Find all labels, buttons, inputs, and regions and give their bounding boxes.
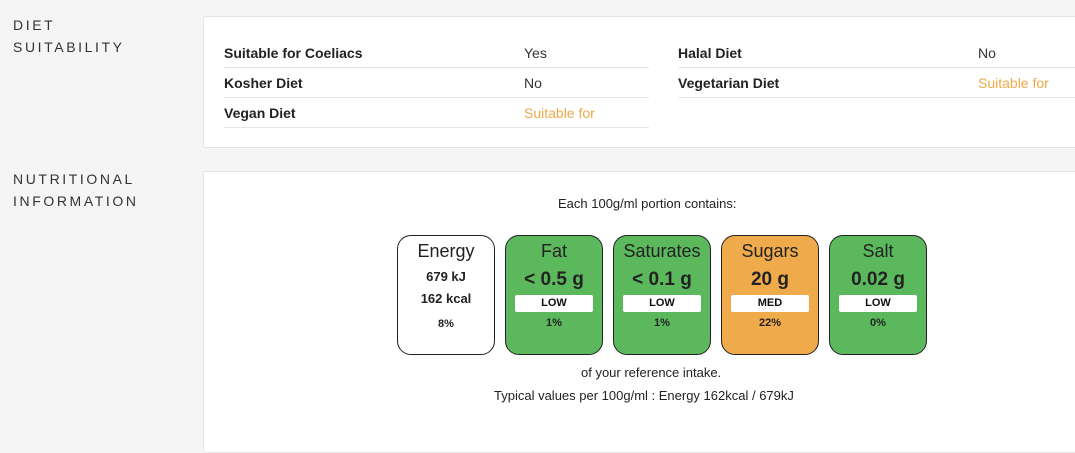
reference-intake-text: of your reference intake. [581, 365, 722, 380]
energy-percent: 8% [438, 318, 454, 330]
diet-label: Vegan Diet [224, 104, 296, 121]
tile-amount: 0.02 g [851, 269, 905, 290]
diet-label: Halal Diet [678, 44, 742, 61]
energy-kj: 679 kJ [426, 269, 466, 284]
diet-section-title-line1: DIET [13, 17, 56, 33]
fat-tile: Fat < 0.5 g LOW 1% [505, 235, 603, 355]
tile-name: Sugars [741, 241, 799, 261]
nutrition-section-title: NUTRITIONAL INFORMATION [13, 168, 139, 212]
diet-row-coeliacs: Suitable for Coeliacs Yes [224, 38, 649, 68]
diet-value: Suitable for [524, 104, 595, 121]
portion-text: Each 100g/ml portion contains: [558, 196, 737, 211]
diet-label: Kosher Diet [224, 74, 303, 91]
diet-value: No [978, 44, 996, 61]
diet-row-vegan: Vegan Diet Suitable for [224, 98, 649, 128]
tile-level-badge: LOW [839, 295, 917, 312]
tile-level-badge: LOW [623, 295, 701, 312]
diet-row-vegetarian: Vegetarian Diet Suitable for [678, 68, 1075, 98]
tile-name: Saturates [623, 241, 701, 261]
salt-tile: Salt 0.02 g LOW 0% [829, 235, 927, 355]
nutrition-tiles: Energy 679 kJ 162 kcal 8% Fat < 0.5 g LO… [397, 235, 937, 355]
energy-tile: Energy 679 kJ 162 kcal 8% [397, 235, 495, 355]
diet-right-column: Halal Diet No Vegetarian Diet Suitable f… [678, 38, 1075, 98]
diet-left-column: Suitable for Coeliacs Yes Kosher Diet No… [224, 38, 649, 128]
diet-section-title-line2: SUITABILITY [13, 39, 125, 55]
tile-name: Fat [540, 241, 567, 261]
diet-label: Vegetarian Diet [678, 74, 780, 91]
nutrition-section-title-line1: NUTRITIONAL [13, 171, 135, 187]
tile-level-badge: MED [731, 295, 809, 312]
energy-kcal: 162 kcal [420, 291, 472, 306]
diet-row-halal: Halal Diet No [678, 38, 1075, 68]
typical-values-text: Typical values per 100g/ml : Energy 162k… [494, 388, 794, 403]
energy-name: Energy [417, 241, 475, 261]
tile-percent: 1% [654, 317, 670, 329]
sugars-tile: Sugars 20 g MED 22% [721, 235, 819, 355]
diet-section-title: DIET SUITABILITY [13, 14, 125, 58]
diet-row-kosher: Kosher Diet No [224, 68, 649, 98]
diet-value: Suitable for [978, 74, 1049, 91]
tile-amount: 20 g [750, 269, 790, 290]
diet-value: Yes [524, 44, 547, 61]
diet-value: No [524, 74, 542, 91]
tile-amount: < 0.5 g [524, 269, 584, 290]
tile-percent: 1% [546, 317, 562, 329]
tile-percent: 0% [870, 317, 886, 329]
nutritional-information-card: Each 100g/ml portion contains: Energy 67… [203, 171, 1075, 453]
saturates-tile: Saturates < 0.1 g LOW 1% [613, 235, 711, 355]
tile-name: Salt [862, 241, 894, 261]
diet-label: Suitable for Coeliacs [224, 44, 363, 61]
tile-amount: < 0.1 g [632, 269, 692, 290]
nutrition-section-title-line2: INFORMATION [13, 193, 139, 209]
tile-percent: 22% [758, 317, 782, 329]
tile-level-badge: LOW [515, 295, 593, 312]
diet-suitability-card: Suitable for Coeliacs Yes Kosher Diet No… [203, 16, 1075, 148]
